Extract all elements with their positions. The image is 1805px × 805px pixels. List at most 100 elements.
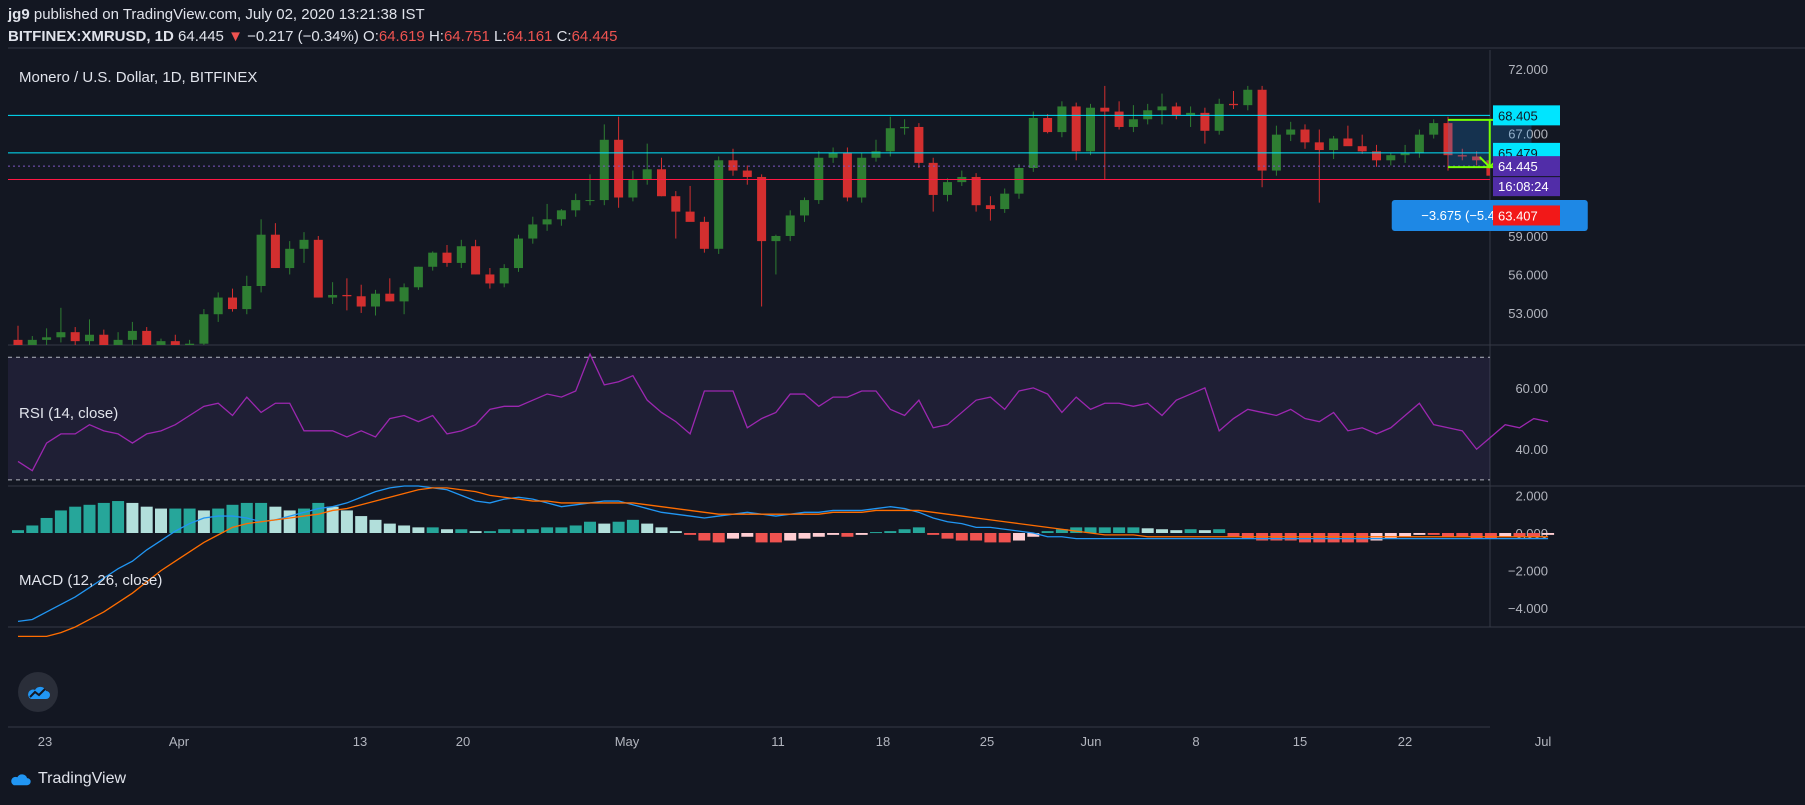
candle-body xyxy=(1071,106,1081,152)
candle-body xyxy=(1329,138,1339,151)
candle-body xyxy=(270,234,280,269)
candle-body xyxy=(1086,107,1095,152)
candle-body xyxy=(971,176,981,206)
candle-body xyxy=(599,139,609,201)
macd-histogram-bar xyxy=(1513,533,1526,537)
candle-body xyxy=(814,157,824,201)
price-tick-label: 59.000 xyxy=(1508,229,1548,244)
candle-body xyxy=(628,179,638,198)
cloud-icon xyxy=(28,686,50,699)
candle-body xyxy=(528,224,538,239)
candle-body xyxy=(1200,112,1210,131)
candle-body xyxy=(585,200,595,202)
author-name[interactable]: jg9 xyxy=(8,6,30,23)
macd-histogram-bar xyxy=(483,531,496,533)
macd-histogram-bar xyxy=(1456,533,1469,537)
candle-body xyxy=(828,152,838,158)
time-axis-label: 8 xyxy=(1192,734,1199,749)
candle-body xyxy=(556,210,566,220)
macd-histogram-bar xyxy=(598,523,611,533)
macd-histogram-bar xyxy=(655,527,668,533)
macd-histogram-bar xyxy=(984,533,997,543)
candle-body xyxy=(900,126,910,129)
macd-histogram-bar xyxy=(998,533,1011,543)
candle-body xyxy=(213,297,223,315)
macd-histogram-bar xyxy=(1299,533,1311,543)
macd-tick-label: −2.000 xyxy=(1508,564,1548,579)
macd-histogram-bar xyxy=(784,533,797,541)
candle-body xyxy=(413,266,423,288)
candle-body xyxy=(399,287,409,302)
time-axis-label: 11 xyxy=(771,734,785,749)
macd-histogram-bar xyxy=(584,521,596,533)
footer-brand[interactable]: TradingView xyxy=(8,770,126,788)
macd-histogram-bar xyxy=(712,533,725,543)
price-label-68: 68.405 xyxy=(1498,108,1538,123)
publish-info: jg9 published on TradingView.com, July 0… xyxy=(8,6,425,23)
macd-histogram-bar xyxy=(155,508,167,533)
candle-body xyxy=(1229,103,1238,106)
time-axis-label: 18 xyxy=(876,734,890,749)
high-label: H: xyxy=(428,28,444,45)
candle-body xyxy=(1257,89,1267,171)
tradingview-logo-button[interactable] xyxy=(18,672,58,712)
macd-histogram-bar xyxy=(383,523,396,533)
macd-histogram-bar xyxy=(340,510,353,533)
candle-body xyxy=(256,234,266,286)
time-axis-label: May xyxy=(615,734,640,749)
macd-histogram-bar xyxy=(855,533,868,535)
candle-body xyxy=(242,286,252,310)
time-axis-label: Jun xyxy=(1081,734,1102,749)
macd-histogram-bar xyxy=(355,516,368,533)
macd-tick-label: 2.000 xyxy=(1515,488,1548,503)
macd-histogram-bar xyxy=(1413,533,1426,535)
macd-histogram-bar xyxy=(226,504,239,533)
candle-body xyxy=(1100,107,1110,112)
macd-histogram-bar xyxy=(1356,533,1369,543)
macd-histogram-bar xyxy=(569,525,582,533)
main-pane-title: Monero / U.S. Dollar, 1D, BITFINEX xyxy=(19,69,257,86)
candle-body xyxy=(1429,123,1439,135)
macd-histogram-bar xyxy=(1313,533,1326,543)
candle-body xyxy=(1186,112,1196,116)
macd-histogram-bar xyxy=(1241,533,1254,539)
macd-histogram-bar xyxy=(841,533,854,537)
candle-body xyxy=(27,339,37,345)
low-label: L: xyxy=(494,28,507,45)
candle-body xyxy=(871,151,881,158)
candle-body xyxy=(771,235,781,242)
candle-body xyxy=(1014,168,1024,194)
macd-histogram-bar xyxy=(212,508,225,533)
time-axis-label: 23 xyxy=(38,734,52,749)
candle-body xyxy=(1057,106,1067,133)
macd-histogram-bar xyxy=(698,533,711,541)
macd-histogram-bar xyxy=(870,532,882,534)
publish-text: published on TradingView.com, July 02, 2… xyxy=(33,6,425,23)
candle-body xyxy=(728,160,738,171)
countdown-label: 16:08:24 xyxy=(1498,179,1549,194)
macd-histogram-bar xyxy=(369,519,382,533)
time-axis-label: 13 xyxy=(353,734,367,749)
candle-body xyxy=(113,339,123,345)
macd-histogram-bar xyxy=(1041,531,1054,533)
candle-body xyxy=(99,334,109,345)
candle-body xyxy=(714,160,724,249)
candle-body xyxy=(199,314,209,344)
candle-body xyxy=(285,248,295,269)
macd-histogram-bar xyxy=(1327,533,1340,543)
macd-histogram-bar xyxy=(1442,533,1454,537)
macd-histogram-bar xyxy=(812,533,825,537)
macd-histogram-bar xyxy=(884,531,897,533)
candle-body xyxy=(299,239,309,249)
candle-body xyxy=(56,332,66,338)
macd-histogram-bar xyxy=(755,533,768,543)
rsi-tick-label: 60.00 xyxy=(1515,381,1548,396)
price-label-last-bg xyxy=(1493,156,1560,177)
candle-body xyxy=(542,219,552,225)
macd-histogram-bar xyxy=(1213,529,1226,533)
candle-body xyxy=(471,246,481,275)
macd-histogram-bar xyxy=(970,533,983,541)
macd-histogram-bar xyxy=(1198,530,1211,533)
candle-body xyxy=(1343,138,1353,147)
